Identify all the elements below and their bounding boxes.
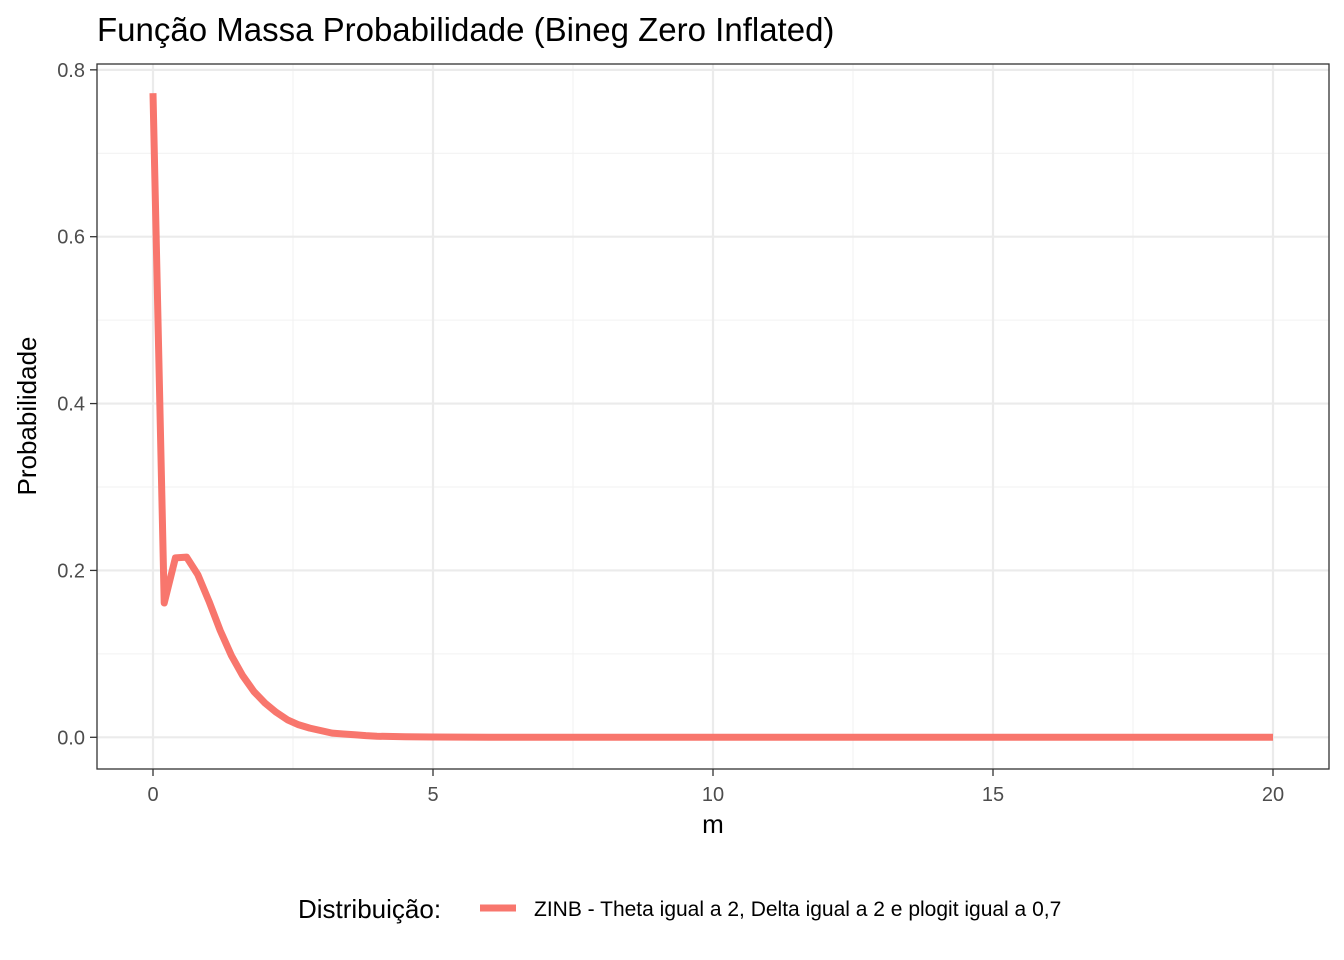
chart-title: Função Massa Probabilidade (Bineg Zero I… (97, 11, 834, 48)
y-tick-label: 0.2 (57, 560, 85, 582)
y-axis-title: Probabilidade (12, 336, 42, 495)
y-tick-label: 0.8 (57, 60, 85, 82)
y-axis: 0.0 0.2 0.4 0.6 0.8 (57, 60, 97, 749)
x-axis-title: m (702, 809, 724, 839)
legend-entry-label: ZINB - Theta igual a 2, Delta igual a 2 … (534, 898, 1061, 921)
legend-title: Distribuição: (298, 894, 441, 924)
legend: Distribuição: ZINB - Theta igual a 2, De… (298, 894, 1061, 924)
y-tick-label: 0.0 (57, 727, 85, 749)
x-tick-label: 0 (147, 784, 158, 806)
x-tick-label: 10 (702, 784, 724, 806)
x-tick-label: 15 (982, 784, 1004, 806)
series-layer (149, 93, 1273, 741)
x-tick-label: 5 (427, 784, 438, 806)
series-line (149, 93, 1273, 741)
x-tick-label: 20 (1262, 784, 1284, 806)
y-tick-label: 0.6 (57, 227, 85, 249)
y-tick-label: 0.4 (57, 394, 85, 416)
x-axis: 0 5 10 15 20 (147, 769, 1284, 806)
